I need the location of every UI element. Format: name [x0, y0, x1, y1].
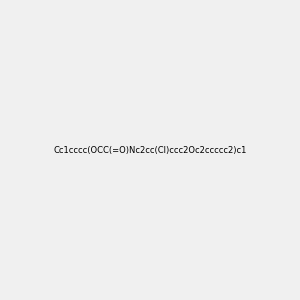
Text: Cc1cccc(OCC(=O)Nc2cc(Cl)ccc2Oc2ccccc2)c1: Cc1cccc(OCC(=O)Nc2cc(Cl)ccc2Oc2ccccc2)c1: [53, 146, 247, 154]
